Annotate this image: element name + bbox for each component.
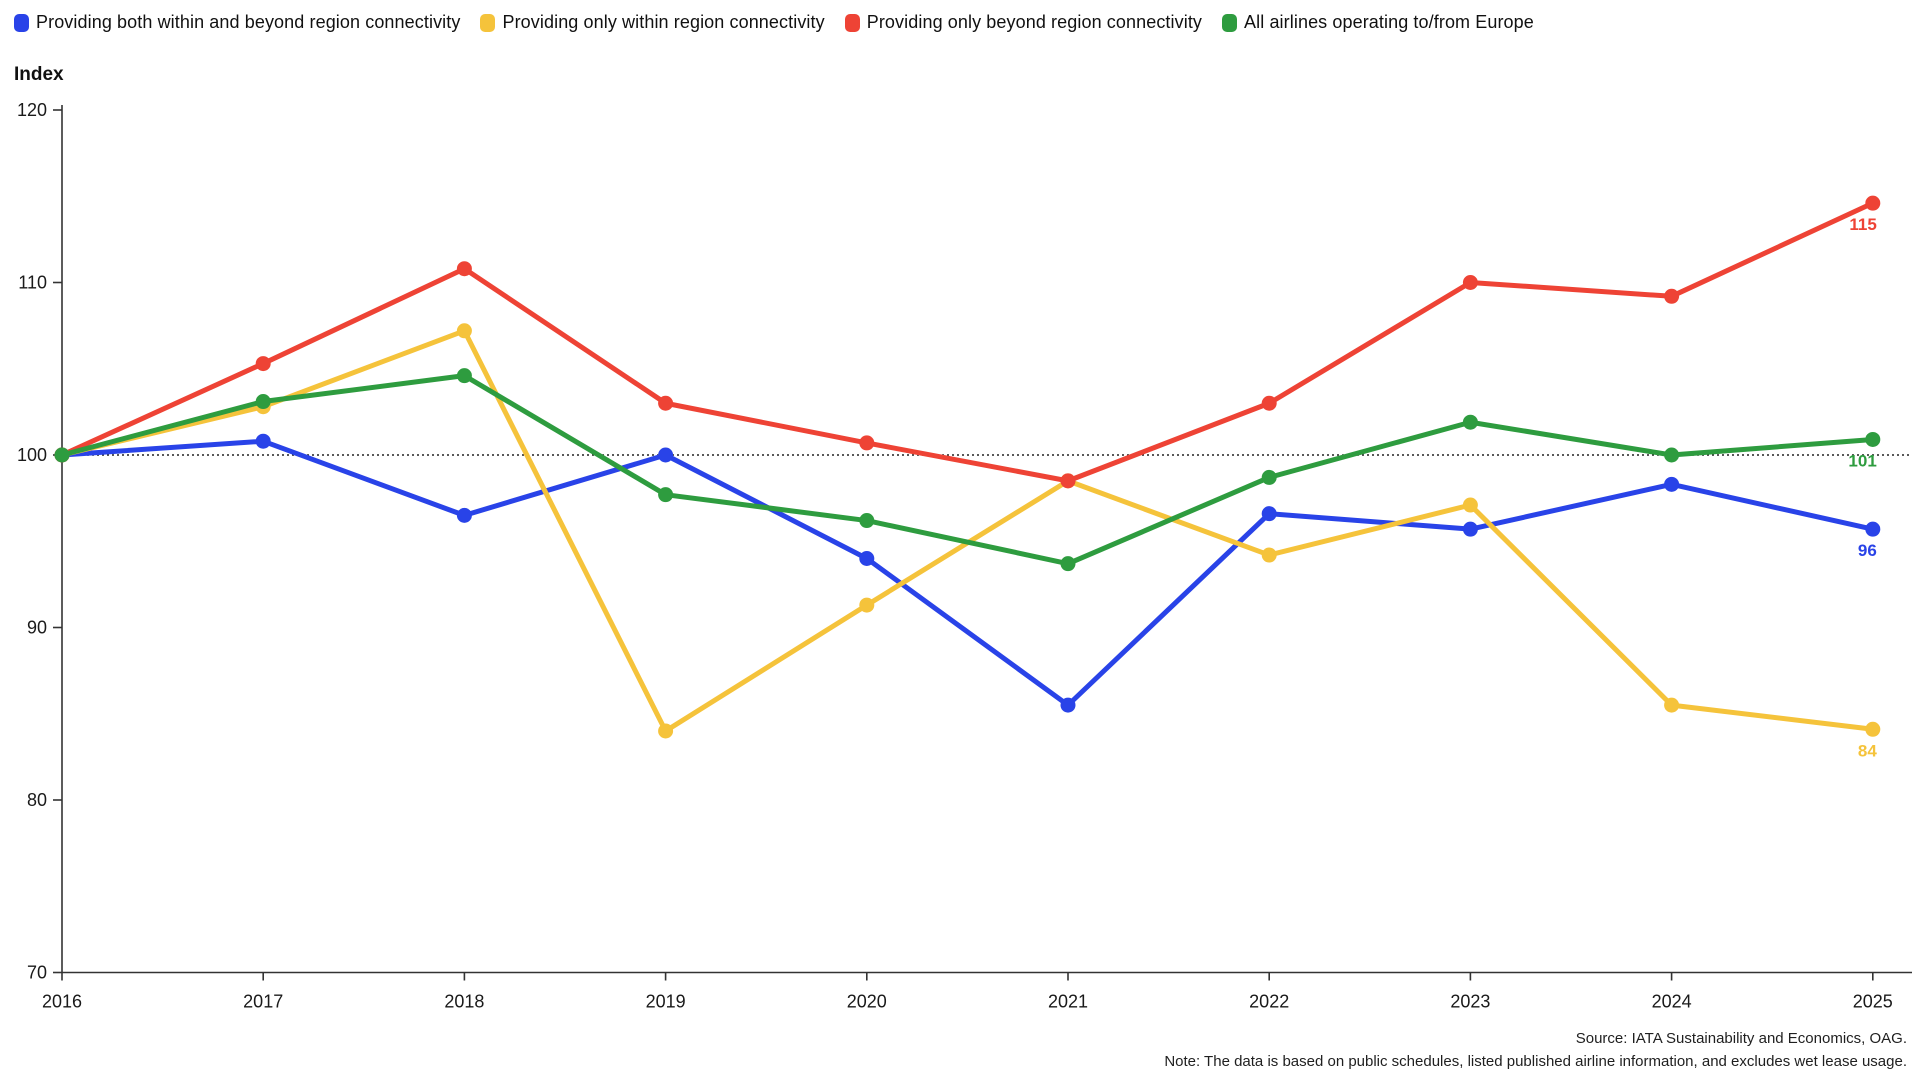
series-line-2 bbox=[59, 200, 1876, 484]
x-tick-label: 2018 bbox=[444, 992, 484, 1012]
series-point bbox=[1865, 521, 1881, 537]
series-point bbox=[54, 447, 70, 463]
x-tick-label: 2024 bbox=[1652, 992, 1692, 1012]
legend-label: All airlines operating to/from Europe bbox=[1244, 12, 1534, 32]
series-point bbox=[1664, 288, 1680, 304]
x-tick-label: 2020 bbox=[847, 992, 887, 1012]
series-end-label: 115 bbox=[1849, 215, 1876, 234]
legend-swatch-icon bbox=[844, 13, 860, 32]
series-point bbox=[1865, 195, 1881, 211]
x-tick-label: 2016 bbox=[42, 992, 82, 1012]
series-point bbox=[1462, 497, 1478, 513]
series-line-3 bbox=[59, 373, 1876, 567]
series-point bbox=[255, 394, 271, 410]
x-tick-label: 2021 bbox=[1048, 992, 1088, 1012]
series-end-label: 84 bbox=[1858, 741, 1877, 760]
series-point bbox=[1261, 469, 1277, 485]
series-point bbox=[456, 323, 472, 339]
y-tick-label: 100 bbox=[17, 445, 47, 465]
series-point bbox=[859, 435, 875, 451]
series-point bbox=[1462, 414, 1478, 430]
legend-swatch-icon bbox=[480, 13, 496, 32]
note-text: Note: The data is based on public schedu… bbox=[1164, 1053, 1907, 1070]
series-point bbox=[1261, 547, 1277, 563]
legend-label: Providing only within region connectivit… bbox=[502, 12, 825, 32]
legend-item-3: All airlines operating to/from Europe bbox=[1222, 12, 1534, 33]
series-point bbox=[1261, 395, 1277, 411]
series-point bbox=[859, 597, 875, 613]
series-point bbox=[1664, 447, 1680, 463]
y-tick-label: 80 bbox=[27, 790, 47, 810]
series-point bbox=[1060, 473, 1076, 489]
series-line-0 bbox=[59, 438, 1876, 708]
y-tick-label: 70 bbox=[27, 963, 47, 983]
series-point bbox=[456, 368, 472, 384]
series-end-label: 96 bbox=[1858, 541, 1877, 560]
legend-swatch-icon bbox=[1222, 13, 1238, 32]
legend-item-2: Providing only beyond region connectivit… bbox=[844, 12, 1203, 33]
series-point bbox=[255, 433, 271, 449]
series-point bbox=[255, 356, 271, 372]
y-tick-label: 120 bbox=[17, 100, 47, 120]
x-tick-label: 2019 bbox=[646, 992, 686, 1012]
series-end-label: 101 bbox=[1848, 451, 1876, 470]
x-tick-label: 2017 bbox=[243, 992, 283, 1012]
series-point bbox=[456, 261, 472, 277]
series-point bbox=[1462, 275, 1478, 290]
series-point bbox=[859, 513, 875, 529]
series-point bbox=[1865, 721, 1881, 737]
legend-label: Providing only beyond region connectivit… bbox=[866, 12, 1203, 32]
y-tick-label: 90 bbox=[27, 618, 47, 638]
x-tick-label: 2022 bbox=[1249, 992, 1289, 1012]
series-point bbox=[658, 447, 674, 463]
legend: Providing both within and beyond region … bbox=[14, 12, 1534, 33]
y-tick-label: 110 bbox=[18, 273, 47, 293]
series-point bbox=[1462, 521, 1478, 537]
chart-footer: Source: IATA Sustainability and Economic… bbox=[1164, 1027, 1907, 1073]
x-tick-label: 2025 bbox=[1853, 992, 1893, 1012]
series-point bbox=[1865, 431, 1881, 447]
legend-label: Providing both within and beyond region … bbox=[36, 12, 461, 32]
series-point bbox=[1664, 697, 1680, 713]
series-point bbox=[658, 487, 674, 503]
source-text: Source: IATA Sustainability and Economic… bbox=[1575, 1030, 1907, 1047]
series-point bbox=[1664, 476, 1680, 492]
series-point bbox=[658, 395, 674, 411]
legend-swatch-icon bbox=[14, 13, 29, 32]
series-point bbox=[658, 723, 674, 739]
legend-item-0: Providing both within and beyond region … bbox=[14, 12, 460, 33]
series-point bbox=[859, 551, 875, 566]
series-point bbox=[1060, 697, 1076, 713]
y-axis-title: Index bbox=[14, 64, 64, 85]
series-point bbox=[1060, 556, 1076, 572]
legend-item-1: Providing only within region connectivit… bbox=[480, 12, 825, 33]
series-point bbox=[456, 507, 472, 523]
x-tick-label: 2023 bbox=[1450, 992, 1490, 1012]
series-point bbox=[1261, 506, 1277, 522]
